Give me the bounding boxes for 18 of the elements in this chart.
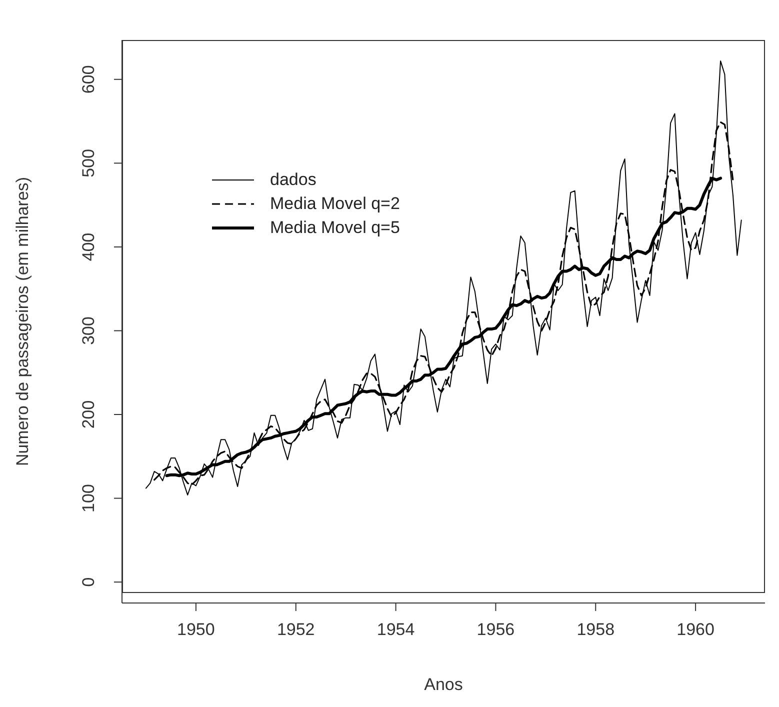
- y-tick-label: 300: [79, 316, 98, 345]
- y-tick-label: 600: [79, 65, 98, 94]
- x-tick-label: 1950: [177, 620, 215, 640]
- y-axis-title: Numero de passageiros (em milhares): [13, 176, 32, 466]
- y-tick-label: 500: [79, 148, 98, 178]
- x-tick-label: 1956: [476, 620, 515, 640]
- legend-label: dados: [270, 170, 316, 190]
- x-axis-title: Anos: [424, 675, 463, 694]
- x-tick-label: 1954: [376, 620, 415, 640]
- legend-label: Media Movel q=5: [270, 218, 400, 238]
- x-tick-label: 1960: [676, 620, 714, 640]
- legend-label: Media Movel q=2: [270, 194, 400, 214]
- x-tick-label: 1958: [576, 620, 615, 640]
- y-tick-label: 200: [79, 400, 98, 429]
- x-tick-label: 1952: [276, 620, 315, 640]
- y-tick-label: 100: [79, 484, 98, 512]
- y-tick-label: 400: [79, 232, 98, 262]
- y-tick-label: 0: [79, 577, 98, 587]
